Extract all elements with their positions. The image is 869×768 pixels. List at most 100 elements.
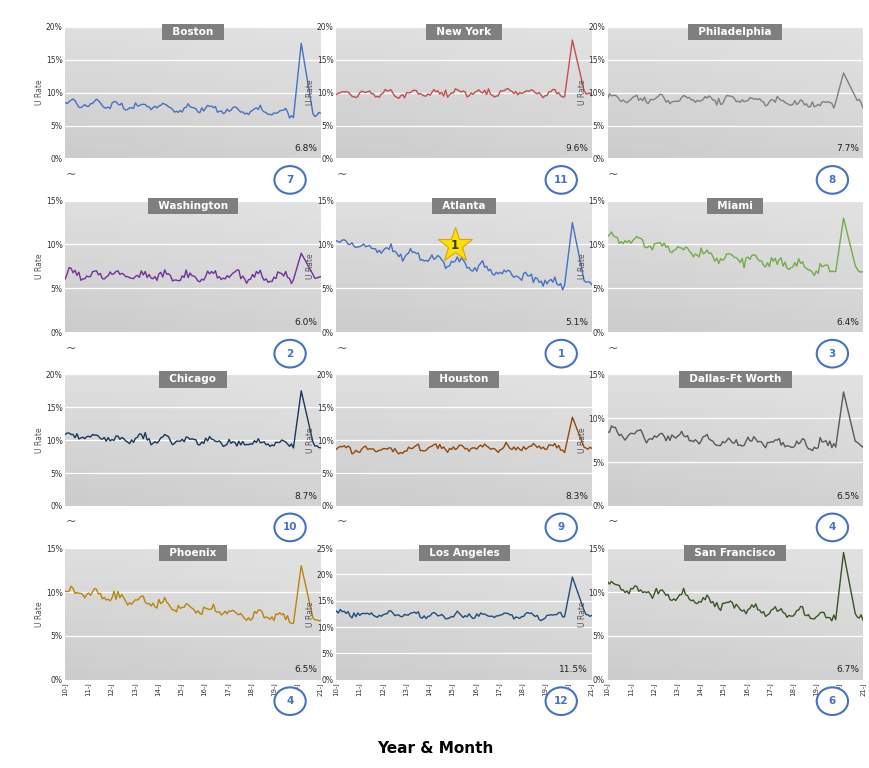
Bar [607,631,862,636]
Bar [811,375,824,506]
Bar [336,205,591,210]
Bar [65,641,321,644]
Bar [65,145,321,150]
Bar [336,484,591,488]
Bar [336,35,591,40]
Bar [336,262,591,266]
Bar [683,375,696,506]
Bar [400,200,413,332]
Text: ~: ~ [607,167,617,180]
Bar [65,636,321,641]
Bar [65,262,321,266]
Bar [527,200,541,332]
Bar [65,449,321,453]
Bar [218,548,231,680]
Bar [607,405,862,409]
Text: ~: ~ [336,341,347,354]
Text: 6.5%: 6.5% [294,665,316,674]
Y-axis label: U Rate: U Rate [36,427,44,453]
Bar [607,449,862,453]
Bar [451,375,464,506]
Bar [607,257,862,262]
Bar [65,315,321,319]
Bar [620,200,633,332]
Bar [244,200,256,332]
Bar [336,66,591,71]
Bar [65,106,321,110]
Bar [65,266,321,271]
Bar [336,302,591,306]
Bar [103,27,116,158]
Bar [607,266,862,271]
Text: ~: ~ [607,515,617,528]
Bar [607,315,862,319]
Text: Houston: Houston [432,375,495,385]
Bar [295,375,308,506]
Bar [336,315,591,319]
Bar [607,31,862,35]
Text: 5.1%: 5.1% [564,318,587,327]
Text: 6.5%: 6.5% [835,492,859,501]
Bar [760,375,773,506]
Text: Year & Month: Year & Month [376,741,493,756]
Bar [90,375,103,506]
Bar [65,66,321,71]
Bar [336,240,591,244]
Bar [464,27,476,158]
Bar [336,231,591,236]
Bar [734,375,747,506]
Bar [308,548,321,680]
Bar [375,375,387,506]
Bar [336,75,591,80]
Bar [837,548,849,680]
Bar [65,627,321,631]
Bar [849,200,862,332]
Bar [633,375,645,506]
Bar [579,27,591,158]
Bar [336,627,591,631]
Bar [65,306,321,310]
Bar [308,375,321,506]
Bar [65,405,321,409]
Bar [336,31,591,35]
Bar [607,502,862,506]
Bar [336,71,591,75]
Bar [336,548,348,680]
Text: ~: ~ [336,515,347,528]
Bar [336,458,591,462]
Bar [607,101,862,106]
Bar [65,84,321,88]
Y-axis label: U Rate: U Rate [36,253,44,280]
Text: 8.7%: 8.7% [294,492,316,501]
Bar [336,257,591,262]
Bar [129,548,142,680]
Bar [464,548,476,680]
Bar [786,27,799,158]
Bar [336,583,591,588]
Bar [256,548,269,680]
Y-axis label: U Rate: U Rate [306,80,315,105]
Bar [553,200,566,332]
Bar [336,328,591,332]
Bar [167,27,180,158]
Bar [607,231,862,236]
Bar [336,592,591,597]
Bar [78,548,90,680]
Bar [336,127,591,132]
Bar [607,310,862,315]
Bar [607,275,862,280]
Bar [607,453,862,458]
Bar [607,644,862,649]
Bar [269,548,282,680]
Bar [65,644,321,649]
Bar [658,27,671,158]
Bar [336,618,591,623]
Bar [65,552,321,557]
Bar [683,200,696,332]
Text: 6.7%: 6.7% [835,665,859,674]
Bar [336,561,591,566]
Bar [607,293,862,297]
Bar [607,280,862,284]
Bar [400,375,413,506]
Bar [607,392,862,396]
